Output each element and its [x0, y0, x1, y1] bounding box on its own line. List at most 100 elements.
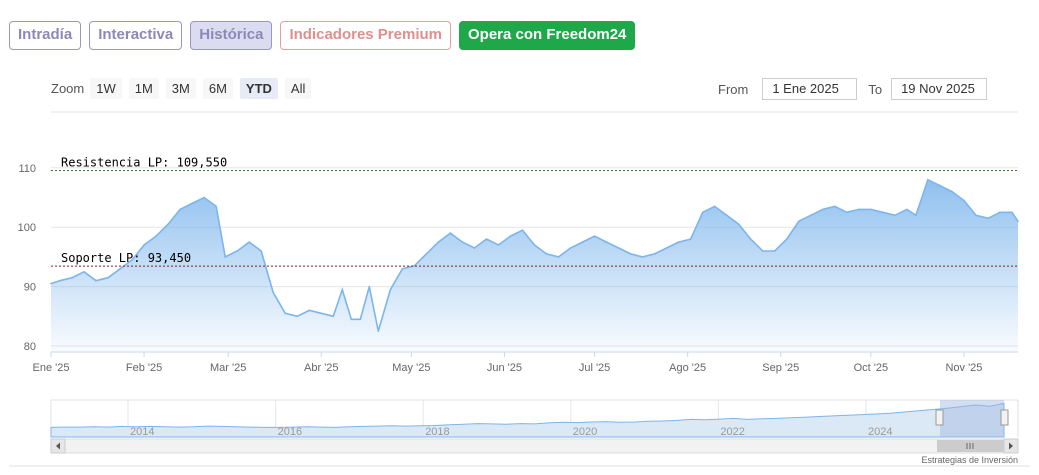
zoom-selector: Zoom 1W 1M 3M 6M YTD All [51, 78, 318, 99]
zoom-ytd-button[interactable]: YTD [239, 78, 278, 99]
date-range: From 1 Ene 2025 To 19 Nov 2025 [718, 78, 988, 100]
zoom-1w-button[interactable]: 1W [90, 78, 122, 99]
data-point [341, 288, 344, 291]
data-point [689, 238, 692, 240]
tab-interactiva[interactable]: Interactiva [89, 21, 183, 50]
data-point [224, 256, 226, 258]
x-tick-label: Abr '25 [304, 362, 339, 374]
data-point [737, 223, 740, 225]
data-point [425, 253, 428, 255]
x-tick-label: Jun '25 [487, 362, 522, 374]
data-point [749, 238, 752, 240]
data-point [915, 214, 917, 217]
data-point [389, 288, 392, 291]
data-point [59, 279, 61, 282]
data-point [248, 241, 250, 243]
price-area [51, 179, 1018, 352]
price-line [50, 178, 1019, 332]
data-point [773, 250, 776, 252]
tab-intradia[interactable]: Intradía [9, 21, 82, 50]
data-point [605, 241, 608, 243]
y-tick-label: 80 [24, 341, 36, 353]
data-point [786, 238, 788, 240]
y-tick-label: 110 [18, 163, 36, 175]
data-point [725, 214, 728, 217]
data-point [665, 247, 668, 249]
data-point [951, 190, 953, 193]
data-point [798, 220, 800, 223]
zoom-6m-button[interactable]: 6M [202, 78, 233, 99]
opera-freedom24-button[interactable]: Opera con Freedom24 [459, 21, 636, 50]
data-point [834, 205, 836, 208]
to-date-input[interactable]: 19 Nov 2025 [891, 78, 988, 100]
data-point [822, 208, 824, 211]
data-point [359, 318, 362, 321]
data-point [858, 208, 860, 211]
navigator-year-label: 2024 [868, 426, 892, 438]
data-point [131, 259, 133, 261]
data-point [927, 178, 929, 181]
data-point [653, 253, 656, 255]
data-point [95, 279, 97, 282]
zoom-3m-button[interactable]: 3M [165, 78, 196, 99]
data-point [497, 244, 500, 246]
data-point [870, 208, 872, 211]
data-point [320, 312, 323, 315]
scrollbar[interactable] [50, 438, 1019, 454]
data-point [191, 202, 193, 205]
x-tick-label: May '25 [392, 362, 430, 374]
navigator-right-handle[interactable] [1000, 409, 1009, 426]
data-point [368, 285, 371, 288]
navigator-series [50, 402, 1005, 438]
data-point [179, 208, 181, 211]
data-point [894, 214, 896, 217]
from-label: From [718, 81, 749, 97]
navigator-year-label: 2020 [573, 426, 597, 438]
data-point [215, 205, 217, 208]
navigator-left-handle[interactable] [935, 409, 944, 426]
data-point [284, 312, 287, 315]
resistance-label: Resistencia LP: 109,550 [61, 155, 227, 169]
data-point [569, 247, 572, 249]
data-point [533, 244, 536, 246]
navigator-year-label: 2018 [425, 426, 449, 438]
tab-historica[interactable]: Histórica [190, 21, 273, 50]
support-label: Soporte LP: 93,450 [61, 251, 191, 265]
x-tick-label: Nov '25 [945, 362, 982, 374]
data-point [939, 184, 941, 187]
from-date-input[interactable]: 1 Ene 2025 [762, 78, 858, 100]
x-tick-label: Oct '25 [854, 362, 889, 374]
x-tick-label: Jul '25 [579, 362, 610, 374]
data-point [846, 211, 848, 214]
price-points [50, 178, 1019, 332]
x-tick-label: Sep '25 [762, 362, 799, 374]
data-point [810, 214, 812, 217]
data-point [593, 235, 596, 237]
data-point [308, 309, 311, 312]
data-point [485, 238, 488, 240]
data-point [260, 250, 263, 252]
data-point [296, 315, 299, 318]
chart-credit: Estrategias de Inversión [921, 455, 1018, 465]
chevron-right-icon [1009, 442, 1013, 450]
data-point [509, 235, 512, 237]
zoom-1m-button[interactable]: 1M [128, 78, 159, 99]
navigator-year-label: 2022 [720, 426, 744, 438]
data-point [999, 211, 1001, 214]
data-point [473, 247, 476, 249]
grip-icon [966, 443, 974, 449]
tab-indicadores-premium[interactable]: Indicadores Premium [280, 21, 451, 50]
data-point [272, 291, 275, 294]
x-tick-label: Ene '25 [33, 362, 70, 374]
data-point [107, 276, 109, 279]
navigator-selection[interactable] [940, 400, 1004, 437]
x-tick-label: Ago '25 [669, 362, 706, 374]
data-point [987, 217, 989, 220]
data-point [449, 232, 452, 234]
data-point [155, 235, 157, 237]
data-point [761, 250, 764, 252]
zoom-label: Zoom [51, 81, 85, 96]
zoom-all-button[interactable]: All [284, 78, 312, 99]
data-point [143, 244, 145, 246]
